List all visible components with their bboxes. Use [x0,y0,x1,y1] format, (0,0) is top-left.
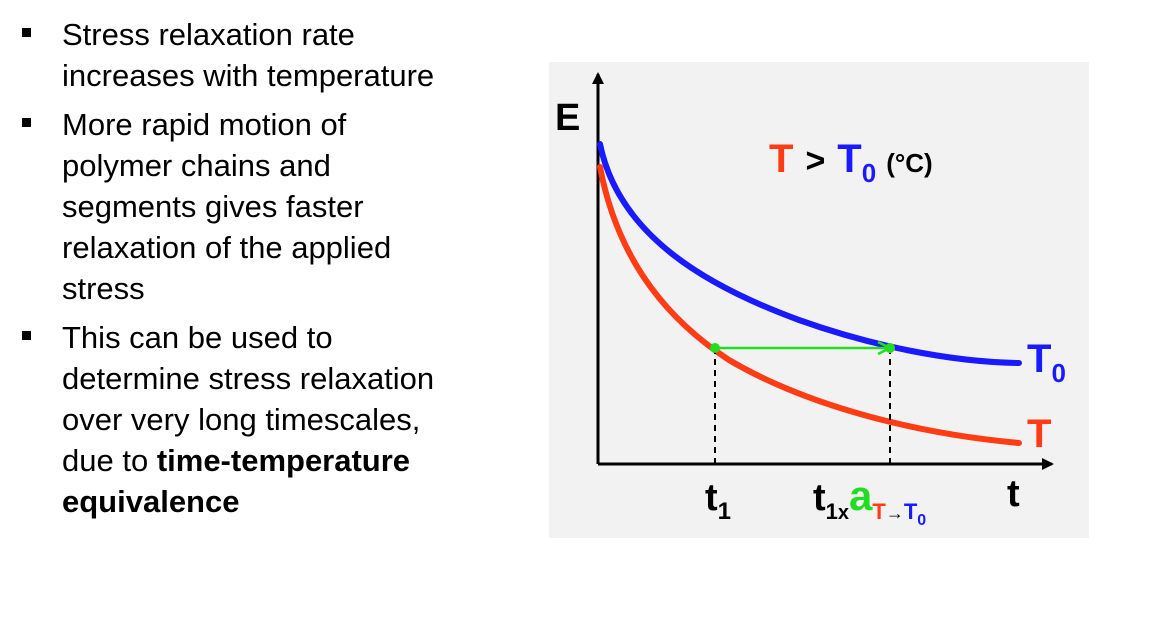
bullet-bold-text: time-temperature equivalence [62,443,411,519]
shift-start-point [710,343,720,353]
condition-t0-sub: 0 [862,158,876,188]
y-axis-label: E [555,97,580,139]
square-bullet-icon [22,331,31,340]
curve-t [597,164,1022,446]
bullet-list: Stress relaxation rate increases with te… [14,14,454,530]
square-bullet-icon [22,28,31,37]
bullet-text: More rapid motion of polymer chains and … [62,107,392,306]
diagram-canvas: E T > T0 (°C) T0 T t1 t1xaT→T0 t [555,72,1066,529]
tick-shift: t1xaT→T0 [813,472,926,529]
label-t0: T0 [1027,337,1066,388]
curve-t0 [597,141,1022,366]
tick-t1: t1 [705,477,731,525]
bullet-item: More rapid motion of polymer chains and … [14,104,454,309]
condition-label: T > T0 (°C) [769,137,933,188]
bullet-item: This can be used to determine stress rel… [14,317,454,522]
label-t: T [1027,412,1051,456]
bullet-item: Stress relaxation rate increases with te… [14,14,454,96]
stress-relaxation-diagram: E T > T0 (°C) T0 T t1 t1xaT→T0 t [549,62,1089,538]
bullet-text: This can be used to determine stress rel… [62,320,435,478]
bullet-text: Stress relaxation rate increases with te… [62,17,435,93]
x-axis-label: t [1007,473,1020,515]
condition-gt: > [805,142,825,180]
shift-end-point [885,343,895,353]
condition-t: T [769,137,793,181]
square-bullet-icon [22,118,31,127]
condition-unit: (°C) [886,148,933,178]
condition-t0: T [837,137,861,181]
